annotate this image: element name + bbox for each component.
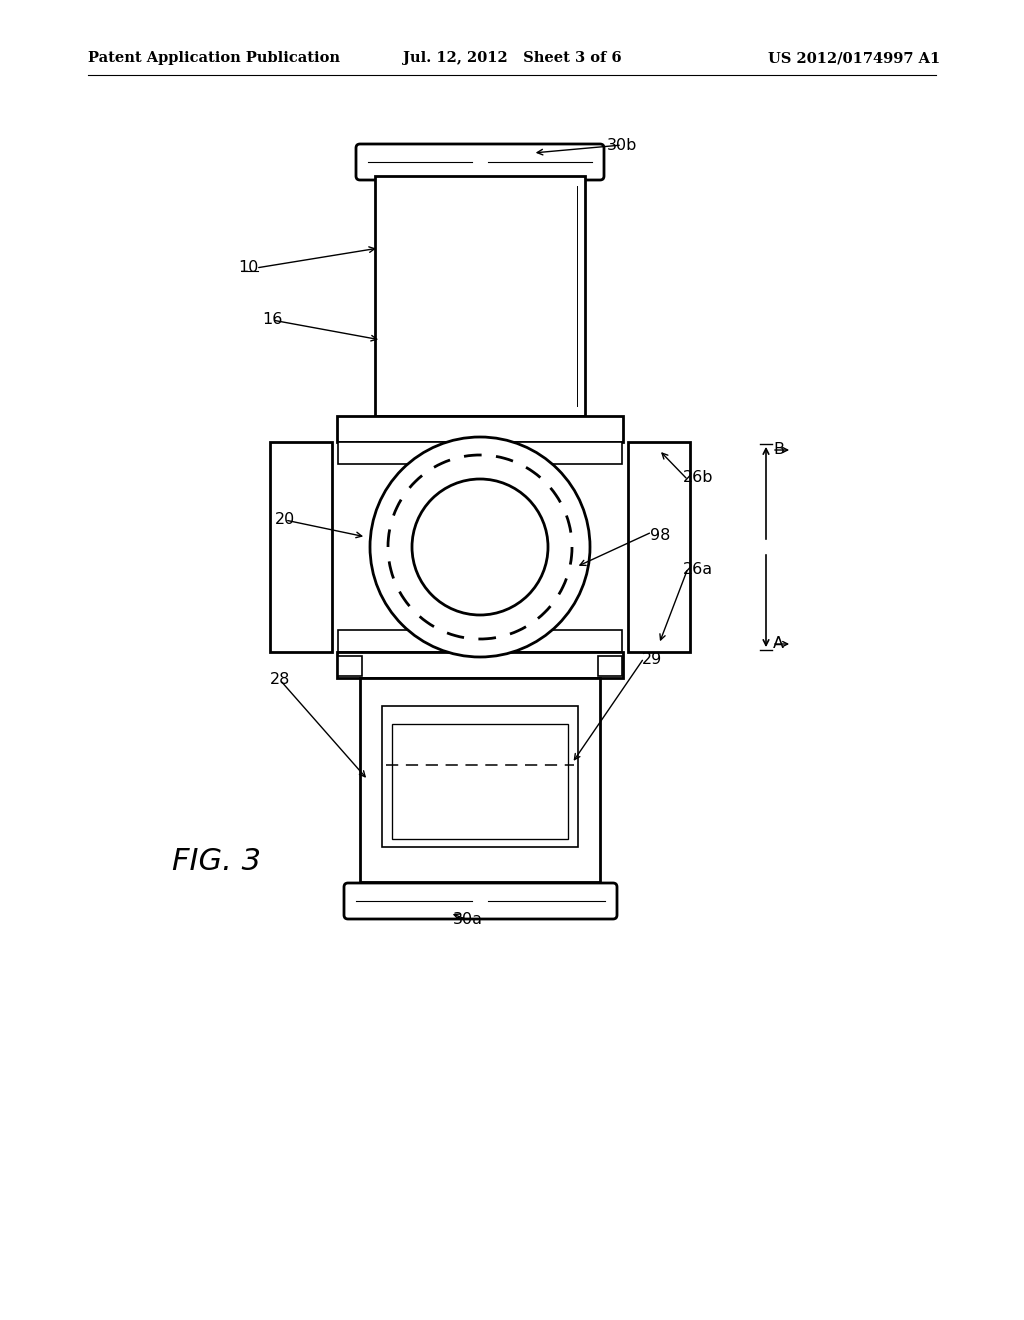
Text: 28: 28 xyxy=(269,672,290,688)
Bar xyxy=(338,630,622,652)
Bar xyxy=(628,442,690,652)
Text: 29: 29 xyxy=(642,652,663,668)
Text: 30b: 30b xyxy=(607,137,637,153)
Bar xyxy=(360,678,600,882)
Text: B: B xyxy=(773,442,784,458)
Text: A: A xyxy=(773,636,784,652)
FancyBboxPatch shape xyxy=(344,883,617,919)
Text: Patent Application Publication: Patent Application Publication xyxy=(88,51,340,65)
Bar xyxy=(338,442,622,465)
Text: 26b: 26b xyxy=(683,470,714,486)
FancyBboxPatch shape xyxy=(356,144,604,180)
Text: 10: 10 xyxy=(238,260,258,276)
Bar xyxy=(270,442,332,652)
Text: FIG. 3: FIG. 3 xyxy=(171,847,260,876)
Bar xyxy=(337,652,623,678)
Text: Jul. 12, 2012   Sheet 3 of 6: Jul. 12, 2012 Sheet 3 of 6 xyxy=(402,51,622,65)
Text: 16: 16 xyxy=(262,313,283,327)
Circle shape xyxy=(370,437,590,657)
Bar xyxy=(392,723,568,840)
Text: 26a: 26a xyxy=(683,562,713,578)
Text: 98: 98 xyxy=(650,528,670,543)
Bar xyxy=(598,656,622,676)
Bar xyxy=(337,416,623,442)
Circle shape xyxy=(412,479,548,615)
Bar xyxy=(338,656,362,676)
Text: US 2012/0174997 A1: US 2012/0174997 A1 xyxy=(768,51,940,65)
Bar xyxy=(382,706,578,847)
Text: 20: 20 xyxy=(274,512,295,528)
Circle shape xyxy=(386,453,574,642)
Text: 30a: 30a xyxy=(453,912,483,928)
Bar xyxy=(375,176,585,416)
